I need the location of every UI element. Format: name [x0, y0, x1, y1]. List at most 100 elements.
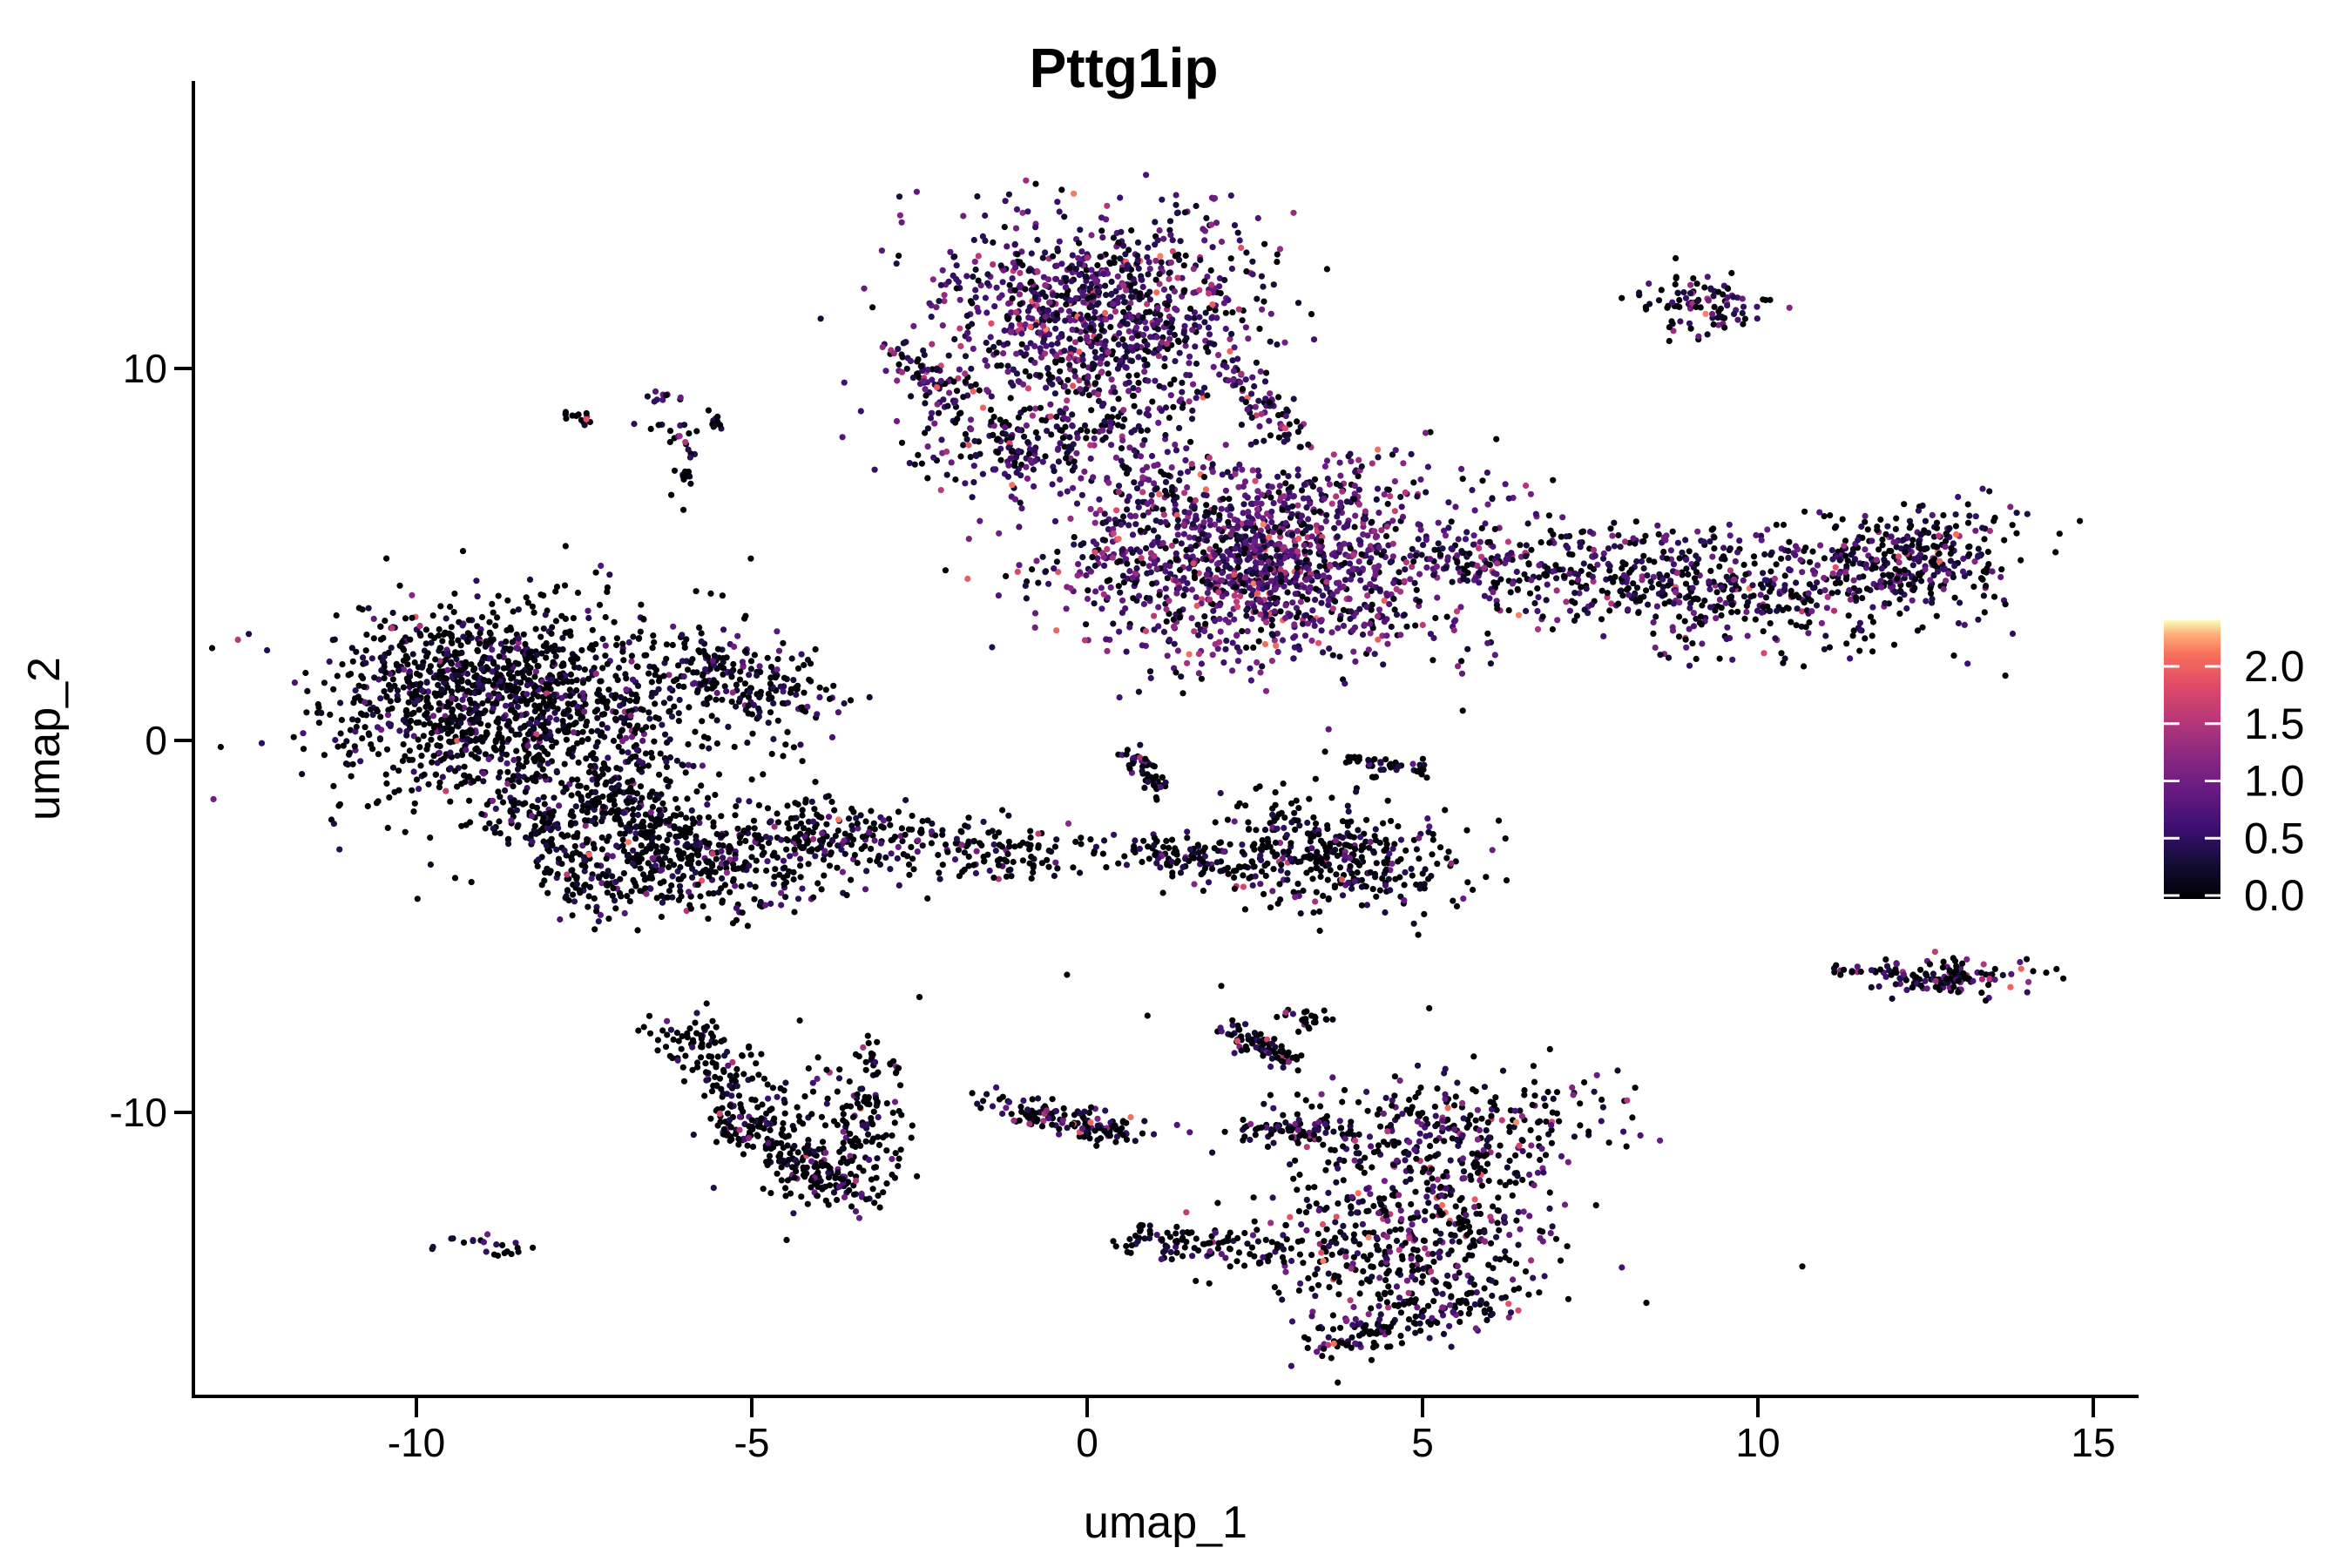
cell-point: [1005, 191, 1012, 198]
cell-point: [749, 730, 756, 737]
cell-point: [1625, 606, 1632, 613]
cell-point: [291, 679, 298, 686]
cell-point: [1598, 587, 1605, 594]
cell-point: [1352, 469, 1359, 476]
cell-point: [652, 714, 659, 721]
cell-point: [542, 612, 549, 618]
cell-point: [1687, 325, 1694, 332]
cell-point: [1525, 560, 1532, 567]
cell-point: [1566, 571, 1573, 578]
cell-point: [1640, 564, 1647, 572]
cell-point: [1069, 422, 1076, 429]
cell-point: [861, 285, 868, 292]
cell-point: [1203, 537, 1210, 544]
cell-point: [1296, 646, 1303, 653]
cell-point: [1254, 510, 1260, 518]
cell-point: [1065, 443, 1072, 450]
cell-point: [713, 740, 721, 747]
cell-point: [1042, 453, 1049, 460]
cell-point: [1318, 537, 1325, 545]
cell-point: [1007, 328, 1014, 335]
cell-point: [1061, 348, 1068, 355]
cell-point: [1245, 335, 1252, 342]
cell-point: [629, 676, 637, 683]
cell-point: [1126, 444, 1133, 451]
cell-point: [522, 640, 529, 648]
cell-point: [1369, 518, 1375, 525]
cell-point: [1199, 578, 1206, 585]
cell-point: [1835, 589, 1842, 596]
cell-point: [1136, 409, 1143, 416]
cell-point: [1445, 499, 1452, 506]
cell-point: [1203, 502, 1210, 509]
cell-point: [1853, 594, 1860, 601]
cell-point: [1687, 281, 1694, 288]
cell-point: [1648, 584, 1656, 591]
cell-point: [569, 700, 576, 708]
cell-point: [410, 768, 417, 775]
cell-point: [580, 695, 587, 702]
cell-point: [1799, 608, 1806, 615]
cell-point: [1144, 361, 1151, 368]
cell-point: [1257, 368, 1264, 375]
cell-point: [1094, 374, 1101, 381]
cell-point: [428, 736, 435, 743]
cell-point: [983, 387, 990, 394]
cell-point: [1966, 543, 1973, 551]
cell-point: [994, 436, 1001, 443]
cell-point: [598, 721, 605, 728]
cell-point: [1850, 577, 1857, 584]
cell-point: [1690, 564, 1697, 571]
cell-point: [1679, 571, 1686, 578]
cell-point: [1128, 314, 1135, 321]
cell-point: [1357, 577, 1364, 584]
cell-point: [1144, 427, 1151, 434]
cell-point: [524, 731, 532, 738]
cell-point: [2056, 531, 2063, 537]
cell-point: [497, 756, 504, 763]
cell-point: [1229, 376, 1236, 383]
cell-point: [508, 777, 515, 784]
cell-point: [1284, 436, 1291, 443]
cell-point: [1877, 578, 1884, 585]
cell-point: [1173, 577, 1179, 585]
cell-point: [696, 624, 703, 632]
cell-point: [1781, 572, 1788, 579]
cell-point: [1389, 540, 1396, 547]
cell-point: [1078, 491, 1085, 498]
cell-point: [1014, 251, 1021, 258]
cell-point: [628, 658, 635, 665]
cell-point: [1095, 397, 1103, 404]
cell-point: [1459, 476, 1466, 483]
cell-point: [300, 730, 307, 737]
cell-point: [1229, 526, 1236, 534]
cell-point: [1372, 534, 1379, 541]
cell-point: [1870, 562, 1877, 570]
cell-point: [1143, 410, 1150, 417]
cell-point: [1097, 507, 1104, 514]
cell-point: [1057, 440, 1064, 447]
cell-point: [1119, 318, 1126, 325]
cell-point: [1903, 605, 1910, 612]
cell-point: [1188, 461, 1195, 468]
cell-point: [1015, 314, 1022, 321]
cell-point: [1115, 536, 1122, 543]
cell-point: [598, 562, 605, 570]
cell-point: [1072, 294, 1079, 301]
cell-point: [1267, 310, 1274, 317]
cell-point: [1294, 300, 1302, 307]
cell-point: [1680, 289, 1687, 296]
cell-point: [1366, 558, 1373, 566]
cell-point: [1100, 270, 1107, 277]
cell-point: [1064, 449, 1071, 456]
cell-point: [1933, 612, 1940, 619]
cell-point: [1515, 612, 1523, 618]
cell-point: [1330, 451, 1337, 458]
cell-point: [1415, 536, 1422, 543]
cell-point: [1490, 543, 1497, 551]
cell-point: [1073, 449, 1080, 456]
cell-point: [1646, 557, 1652, 564]
cell-point: [1247, 677, 1254, 684]
cell-point: [1111, 260, 1118, 267]
cell-point: [567, 671, 575, 679]
